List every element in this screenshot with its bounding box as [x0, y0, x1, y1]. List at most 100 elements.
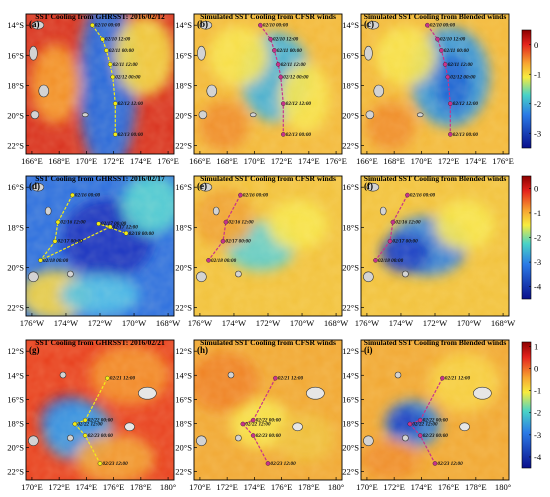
track-time-label: 02/11 12:00: [113, 62, 138, 68]
y-tick-label: 16°S: [342, 182, 359, 192]
track-point: [206, 258, 211, 263]
y-tick-label: 18°S: [7, 80, 24, 90]
panel-title: SST Cooling from GHRSST: 2016/02/12: [35, 12, 165, 21]
x-tick-label: 172°W: [423, 318, 448, 328]
x-tick-label: 176°W: [20, 318, 45, 328]
colorbar-tick-label: 0: [534, 183, 538, 193]
y-tick-label: 18°S: [342, 80, 359, 90]
y-tick-label: 20°S: [175, 443, 192, 453]
colorbar-tick-label: 1: [534, 341, 538, 351]
storm-track: 02/16 00:00 02/16 12:00 02/17 00:00 02/18 0…: [206, 192, 269, 264]
colorbar-tick-label: -2: [534, 99, 541, 109]
land-islands: [363, 182, 409, 283]
track-time-label: 02/11 00:00: [277, 48, 302, 54]
colorbar-tick-label: -3: [534, 430, 541, 440]
x-tick-label: 174°W: [222, 318, 247, 328]
x-tick-label: 174°W: [389, 318, 414, 328]
y-tick-label: 16°S: [175, 182, 192, 192]
x-tick-label: 168°E: [383, 156, 405, 166]
y-tick-label: 12°S: [7, 346, 24, 356]
y-tick-label: 22°S: [7, 467, 24, 477]
x-tick-label: 170°W: [122, 318, 147, 328]
track-point: [373, 258, 378, 263]
y-tick-label: 22°S: [175, 303, 192, 313]
track-point: [281, 101, 286, 106]
track-point: [110, 74, 116, 80]
x-tick-label: 178°E: [298, 482, 320, 492]
x-tick-label: 174°E: [244, 482, 266, 492]
track-point: [442, 62, 448, 67]
x-tick-label: 172°E: [438, 156, 460, 166]
land-islands: [364, 20, 424, 120]
x-tick-label: 174°W: [54, 318, 79, 328]
track-time-label: 02/11 00:00: [444, 48, 469, 54]
land-islands: [197, 20, 257, 120]
x-tick-label: 172°E: [216, 482, 238, 492]
track-point: [107, 62, 113, 67]
colorbar-tick-label: -2: [534, 408, 541, 418]
panel-title: Simulated SST Cooling from CFSR winds: [200, 174, 336, 183]
colorbar-row-1: 0 -1 -2 -3: [521, 29, 541, 149]
panel-letter: (c): [364, 19, 374, 29]
colorbar-gradient: [521, 29, 532, 149]
x-tick-label: 172°E: [103, 156, 125, 166]
x-tick-label: 172°E: [383, 482, 405, 492]
x-tick-label: 174°E: [130, 156, 152, 166]
panel-e: 02/16 00:00 02/16 12:00 02/17 00:00 02/18 0…: [175, 174, 349, 328]
colorbar-gradient: [521, 341, 532, 469]
colorbar-tick-label: -3: [534, 128, 541, 138]
track-time-label: 02/18 00:00: [378, 258, 404, 264]
track-time-label: 02/16 12:00: [228, 220, 254, 226]
track-time-label: 02/21 12:00: [110, 376, 136, 382]
track-point: [440, 375, 445, 381]
x-tick-label: 174°E: [298, 156, 320, 166]
y-tick-label: 22°S: [7, 303, 24, 313]
x-tick-label: 170°W: [290, 318, 315, 328]
track-time-label: 02/11 00:00: [109, 48, 134, 54]
colorbar-tick-label: -1: [534, 386, 541, 396]
land-islands: [28, 182, 74, 283]
x-tick-label: 176°E: [103, 482, 125, 492]
x-tick-label: 170°E: [411, 156, 433, 166]
track-point: [258, 22, 263, 28]
x-tick-label: 176°W: [355, 318, 380, 328]
panel-b: 02/10 00:00 02/10 12:00 02/11 00:00 02/11 1…: [175, 12, 347, 166]
track-point: [104, 48, 109, 53]
track-point: [55, 219, 61, 225]
x-tick-label: 172°E: [271, 156, 293, 166]
panel-letter: (i): [364, 345, 373, 355]
x-tick-label: 176°W: [188, 318, 213, 328]
y-tick-label: 16°S: [175, 50, 192, 60]
track-point: [113, 132, 118, 137]
x-tick-label: 170°E: [356, 482, 378, 492]
track-point: [405, 192, 410, 198]
track-time-label: 02/23 12:00: [103, 461, 129, 467]
panel-letter: (d): [29, 181, 40, 191]
track-time-label: 02/17 12:00: [113, 224, 139, 230]
track-time-label: 02/10 12:00: [273, 37, 299, 43]
y-tick-label: 18°S: [175, 222, 192, 232]
track-point: [250, 417, 256, 423]
x-tick-label: 170°E: [189, 482, 211, 492]
track-point: [238, 192, 243, 198]
track-time-label: 02/17 00:00: [58, 239, 84, 245]
y-tick-label: 20°S: [7, 111, 24, 121]
track-time-label: 02/10 00:00: [95, 23, 121, 29]
land-islands: [29, 20, 89, 120]
track-time-label: 02/22 12:00: [77, 422, 103, 428]
x-tick-label: 172°W: [256, 318, 281, 328]
x-tick-label: 180°: [328, 482, 345, 492]
track-time-label: 02/18 00:00: [211, 258, 237, 264]
colorbar-tick-label: -1: [534, 208, 541, 218]
track-point: [448, 101, 453, 106]
colorbar-row-2: 0 -1 -2 -3 -4: [521, 175, 542, 300]
track-point: [100, 36, 105, 42]
track-point: [265, 461, 271, 466]
x-tick-label: 168°E: [216, 156, 238, 166]
track-time-label: 02/13 00:00: [118, 132, 144, 138]
track-time-label: 02/22 12:00: [245, 422, 271, 428]
y-tick-label: 14°S: [175, 20, 192, 30]
colorbar-tick-label: -2: [534, 233, 541, 243]
